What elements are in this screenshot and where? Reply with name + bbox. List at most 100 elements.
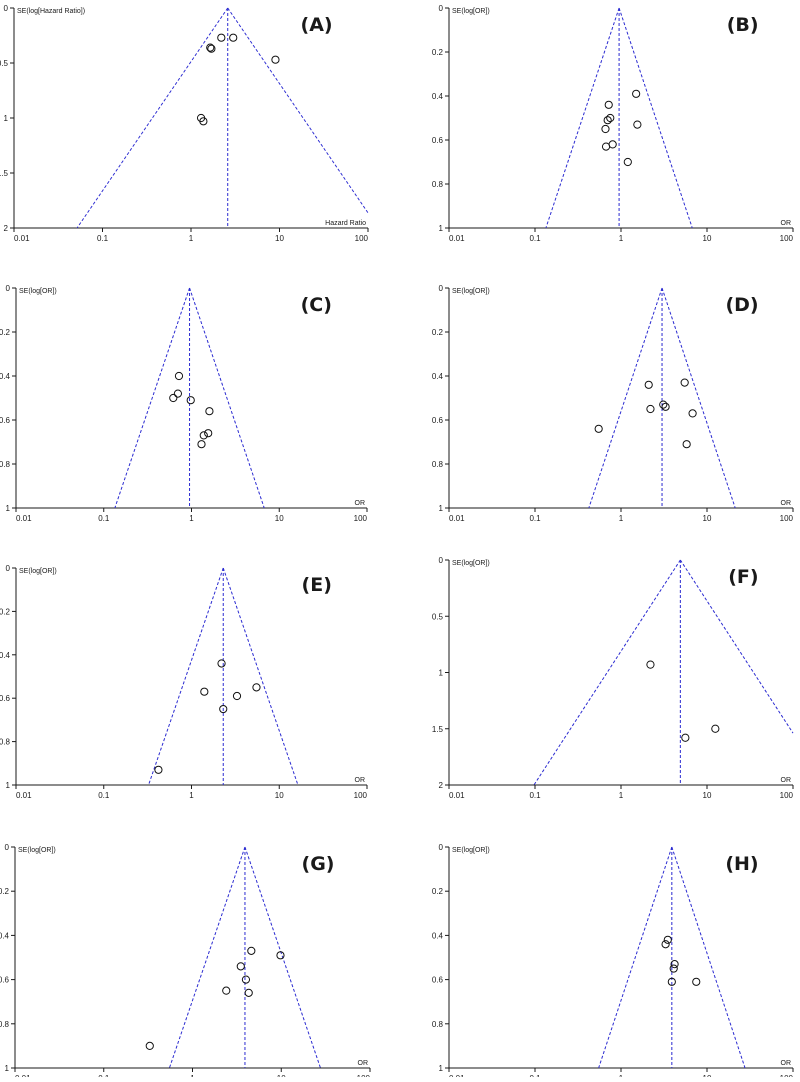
y-axis-title: SE(log[OR]) [452, 847, 490, 854]
study-point [604, 100, 613, 109]
y-tick-label: 0.8 [432, 1020, 444, 1029]
y-tick-label: 2 [439, 781, 444, 790]
y-tick-label: 0.6 [0, 976, 10, 985]
y-tick-label: 0.8 [432, 180, 444, 189]
x-tick-label: 0.1 [529, 791, 541, 800]
y-axis-title: SE(log[OR]) [452, 288, 490, 295]
y-tick-label: 0.2 [0, 328, 11, 337]
study-point [186, 396, 195, 405]
y-tick-label: 0.4 [432, 372, 444, 381]
funnel-left-limit [545, 7, 620, 229]
x-axis-title: OR [781, 220, 792, 227]
y-tick-label: 0 [439, 284, 444, 293]
y-tick-label: 1 [439, 1064, 444, 1073]
y-tick-label: 0 [439, 4, 444, 13]
y-axis-title: SE(log[Hazard Ratio]) [17, 8, 85, 15]
x-axis-title: OR [781, 500, 792, 507]
x-axis-title: OR [781, 777, 792, 784]
funnel-right-limit [661, 287, 736, 509]
x-tick-label: 1 [189, 234, 194, 243]
study-point [173, 389, 183, 398]
y-tick-label: 0 [6, 564, 11, 573]
y-tick-label: 0.2 [432, 48, 444, 57]
y-tick-label: 0.8 [432, 460, 444, 469]
x-tick-label: 0.01 [449, 514, 465, 523]
y-tick-label: 0.8 [0, 460, 11, 469]
study-point [646, 660, 655, 669]
x-tick-label: 0.01 [449, 234, 465, 243]
panel-label: (G) [302, 853, 335, 875]
y-tick-label: 1 [4, 114, 9, 123]
y-tick-label: 0.2 [0, 607, 11, 616]
study-point [232, 691, 242, 701]
y-tick-label: 0.8 [0, 738, 11, 747]
study-point [670, 960, 679, 969]
y-tick-label: 0.8 [0, 1020, 10, 1029]
y-tick-label: 1 [5, 1064, 10, 1073]
study-point [669, 964, 678, 973]
funnel-panel-h: 00.20.40.60.810.010.1110100SE(log[OR])OR… [432, 843, 794, 1082]
x-tick-label: 100 [354, 514, 368, 523]
y-tick-label: 0 [439, 556, 444, 565]
y-tick-label: 1 [439, 669, 444, 678]
study-point [603, 116, 612, 125]
study-point [646, 404, 655, 414]
y-tick-label: 0 [439, 843, 444, 852]
y-tick-label: 0.2 [0, 887, 10, 896]
y-axis-title: SE(log[OR]) [19, 288, 57, 295]
y-tick-label: 0.6 [0, 416, 11, 425]
funnel-right-limit [679, 559, 794, 734]
study-point [606, 113, 615, 123]
x-tick-label: 10 [275, 791, 284, 800]
study-point [594, 424, 603, 433]
y-tick-label: 0.4 [0, 372, 11, 381]
study-point [206, 43, 215, 52]
y-tick-label: 0.4 [0, 651, 11, 660]
study-point [681, 733, 690, 742]
x-axis-title: Hazard Ratio [325, 220, 366, 227]
study-point [219, 704, 228, 714]
funnel-panel-a: 0 0.5 1 1.5 2 0.01 0.1 1 10 100 SE(log[Hazard Rati… [0, 4, 369, 243]
y-tick-label: 1 [439, 504, 444, 513]
x-tick-label: 1 [619, 791, 624, 800]
study-point [174, 371, 184, 381]
y-tick-label: 1.5 [432, 725, 444, 734]
x-axis-title: OR [358, 1060, 369, 1067]
y-axis-title: SE(log[OR]) [18, 847, 56, 854]
study-point [222, 986, 231, 995]
x-tick-label: 100 [780, 791, 794, 800]
funnel-left-limit [588, 287, 663, 509]
funnel-panel-d: 0 0.2 0.4 0.6 0.8 1 0.01 0.1 1 10 100 SE(log[OR]) OR… [432, 284, 794, 523]
x-tick-label: 0.1 [529, 234, 541, 243]
y-tick-label: 0.4 [432, 92, 444, 101]
x-tick-label: 1 [619, 234, 624, 243]
x-tick-label: 1 [189, 514, 194, 523]
x-tick-label: 100 [354, 791, 368, 800]
panel-label: (D) [725, 294, 758, 316]
study-point [217, 33, 226, 42]
study-point [244, 988, 253, 997]
study-point [145, 1041, 154, 1051]
x-tick-label: 10 [703, 514, 712, 523]
funnel-right-limit [227, 7, 369, 214]
funnel-panel-g: 00.20.40.60.810.010.1110100SE(log[OR])OR… [0, 843, 371, 1082]
funnel-right-limit [618, 7, 693, 229]
x-tick-label: 0.01 [16, 514, 32, 523]
funnel-panel-b: 0 0.2 0.4 0.6 0.8 1 0.01 0.1 1 10 100 SE(log[OR]) OR… [432, 4, 794, 243]
x-tick-label: 10 [703, 791, 712, 800]
y-tick-label: 1 [6, 504, 11, 513]
study-point [199, 431, 208, 440]
study-point [197, 440, 206, 449]
y-tick-label: 0 [6, 284, 11, 293]
study-point [236, 962, 245, 971]
study-point [276, 951, 285, 960]
funnel-left-limit [598, 846, 673, 1069]
study-point [680, 378, 689, 387]
x-tick-label: 100 [780, 514, 794, 523]
y-tick-label: 2 [4, 224, 9, 233]
y-tick-label: 0.4 [0, 931, 10, 940]
x-tick-label: 0.1 [98, 514, 110, 523]
funnel-left-limit [148, 567, 224, 786]
